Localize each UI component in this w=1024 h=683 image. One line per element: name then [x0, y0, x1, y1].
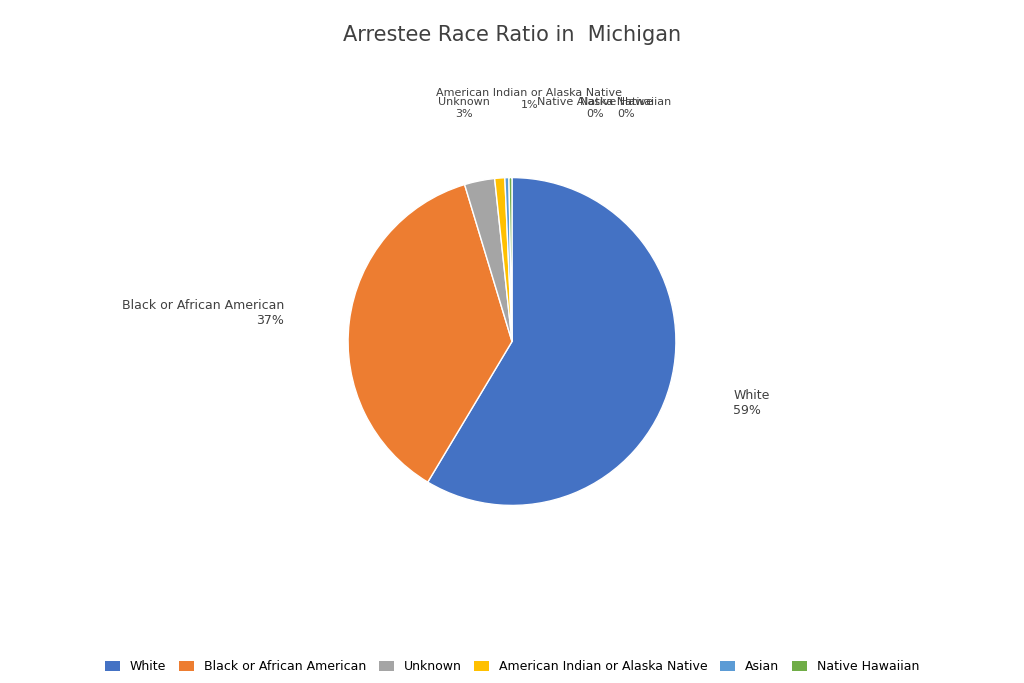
Text: White
59%: White 59% [733, 389, 770, 417]
Text: Native Alaska Native
0%: Native Alaska Native 0% [537, 97, 653, 119]
Text: Black or African American
37%: Black or African American 37% [122, 299, 285, 327]
Text: Unknown
3%: Unknown 3% [438, 97, 489, 119]
Wedge shape [509, 178, 512, 342]
Wedge shape [348, 184, 512, 482]
Wedge shape [465, 178, 512, 342]
Text: American Indian or Alaska Native
1%: American Indian or Alaska Native 1% [436, 88, 623, 110]
Wedge shape [495, 178, 512, 342]
Wedge shape [428, 178, 676, 505]
Wedge shape [505, 178, 512, 342]
Title: Arrestee Race Ratio in  Michigan: Arrestee Race Ratio in Michigan [343, 25, 681, 44]
Legend: White, Black or African American, Unknown, American Indian or Alaska Native, Asi: White, Black or African American, Unknow… [98, 654, 926, 680]
Text: Native Hawaiian
0%: Native Hawaiian 0% [580, 97, 672, 119]
